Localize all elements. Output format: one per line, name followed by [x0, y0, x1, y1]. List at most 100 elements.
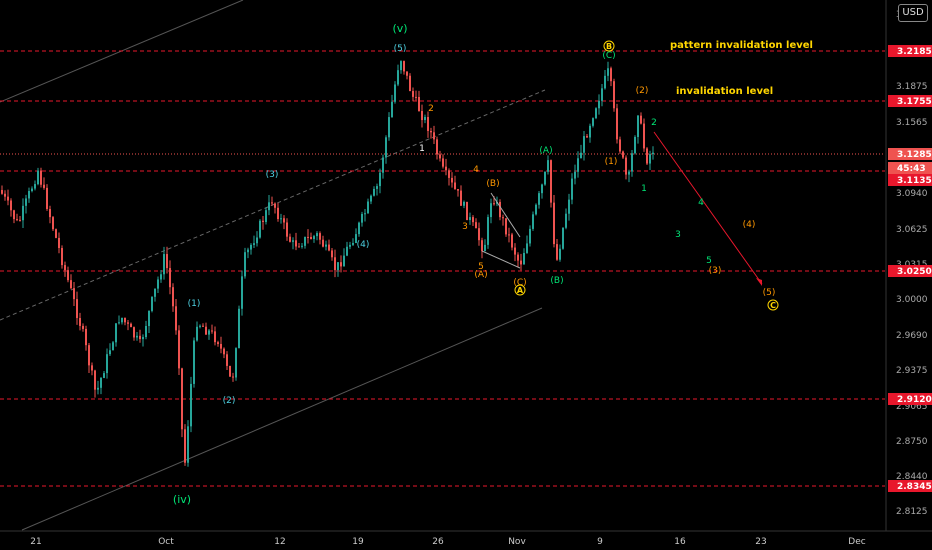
candle-body	[271, 202, 273, 204]
candle-body	[73, 288, 75, 300]
candle-body	[169, 268, 171, 288]
candle-body	[640, 115, 642, 124]
circle-A-label: A	[517, 286, 524, 295]
candle-body	[463, 201, 465, 206]
candle-body	[403, 61, 405, 72]
candle-body	[4, 193, 6, 197]
candle-body	[163, 254, 165, 275]
candle-body	[502, 217, 504, 219]
candle-body	[349, 244, 351, 247]
candle-body	[115, 323, 117, 343]
candle-body	[298, 246, 300, 248]
wave-labels: (v) (iv) (5) (3) (1) (2) (4) 2 1 4 3 5 (…	[173, 22, 775, 506]
candle-body	[343, 255, 345, 267]
candle-body	[571, 178, 573, 200]
wave-5-label: (5)	[394, 44, 407, 54]
candle-body	[250, 244, 252, 250]
candle-body	[91, 365, 93, 371]
price-badge: 3.1135	[888, 174, 932, 186]
price-axis[interactable]: 3.29003.18753.15653.09403.06253.03153.00…	[885, 0, 932, 531]
candle-body	[268, 202, 270, 211]
time-label: Nov	[508, 537, 526, 547]
candle-body	[238, 308, 240, 349]
candle-body	[85, 328, 87, 346]
candle-body	[94, 370, 96, 390]
candle-body	[37, 170, 39, 185]
candle-body	[616, 108, 618, 140]
candle-body	[316, 233, 318, 237]
candle-body	[40, 170, 42, 185]
svg-text:2.8345: 2.8345	[897, 482, 932, 492]
candle-body	[622, 151, 624, 158]
candle-body	[325, 244, 327, 247]
candle-body	[373, 188, 375, 196]
candle-body	[643, 123, 645, 149]
candle-body	[328, 244, 330, 251]
price-tick: 3.1875	[896, 82, 928, 92]
candle-body	[388, 117, 390, 138]
candle-body	[16, 219, 18, 221]
candle-body	[226, 354, 228, 366]
svg-text:3.1135: 3.1135	[897, 176, 932, 186]
candle-body	[160, 274, 162, 280]
candle-body	[208, 330, 210, 335]
candle-body	[61, 248, 63, 266]
candle-body	[544, 171, 546, 185]
candle-body	[460, 190, 462, 206]
circle-B-label: B	[606, 42, 612, 51]
candle-body	[127, 322, 129, 324]
candle-body	[427, 117, 429, 131]
candle-body	[424, 117, 426, 121]
wave-f5-label: (5)	[763, 288, 776, 298]
candle-body	[421, 111, 423, 121]
candle-body	[418, 96, 420, 112]
candle-body	[454, 182, 456, 190]
candle-body	[151, 296, 153, 311]
candle-body	[412, 91, 414, 97]
candle-body	[523, 252, 525, 265]
candle-body	[124, 317, 126, 323]
triangle-pattern	[481, 192, 521, 269]
svg-text:3.1285: 3.1285	[897, 150, 932, 160]
candle-body	[370, 195, 372, 202]
wave-4-label: (4)	[357, 240, 370, 250]
candle-body	[604, 75, 606, 89]
candle-body	[286, 222, 288, 237]
candle-body	[553, 202, 555, 245]
candle-body	[205, 326, 207, 335]
wave-p3-label: 3	[675, 230, 681, 240]
candle-body	[274, 203, 276, 208]
candle-body	[376, 186, 378, 189]
wave-v-label: (v)	[392, 22, 407, 35]
candle-body	[445, 166, 447, 171]
level-lines	[0, 50, 885, 487]
candle-body	[529, 228, 531, 244]
candle-body	[391, 101, 393, 118]
time-label: 26	[432, 537, 444, 547]
candle-body	[352, 243, 354, 245]
candle-body	[76, 299, 78, 319]
candle-body	[64, 265, 66, 271]
candle-body	[439, 154, 441, 159]
time-axis[interactable]: 21 Oct 12 19 26 Nov 9 16 23 Dec	[0, 530, 932, 550]
wave-f3-label: (3)	[709, 266, 722, 276]
price-badge: 2.8345	[888, 480, 932, 492]
currency-button[interactable]: USD	[898, 4, 928, 22]
candle-body	[7, 196, 9, 201]
candle-body	[313, 236, 315, 240]
candle-body	[265, 210, 267, 222]
projection-arrow	[653, 131, 763, 286]
candle-body	[364, 213, 366, 215]
circle-C-label: C	[770, 301, 776, 310]
candle-body	[577, 158, 579, 172]
wave-gB-label: (B)	[550, 276, 563, 286]
candle-body	[247, 249, 249, 253]
svg-text:45:43: 45:43	[897, 164, 926, 174]
candle-body	[466, 201, 468, 221]
candle-body	[295, 240, 297, 247]
candle-body	[475, 222, 477, 229]
candle-body	[487, 217, 489, 245]
candle-body	[235, 348, 237, 378]
